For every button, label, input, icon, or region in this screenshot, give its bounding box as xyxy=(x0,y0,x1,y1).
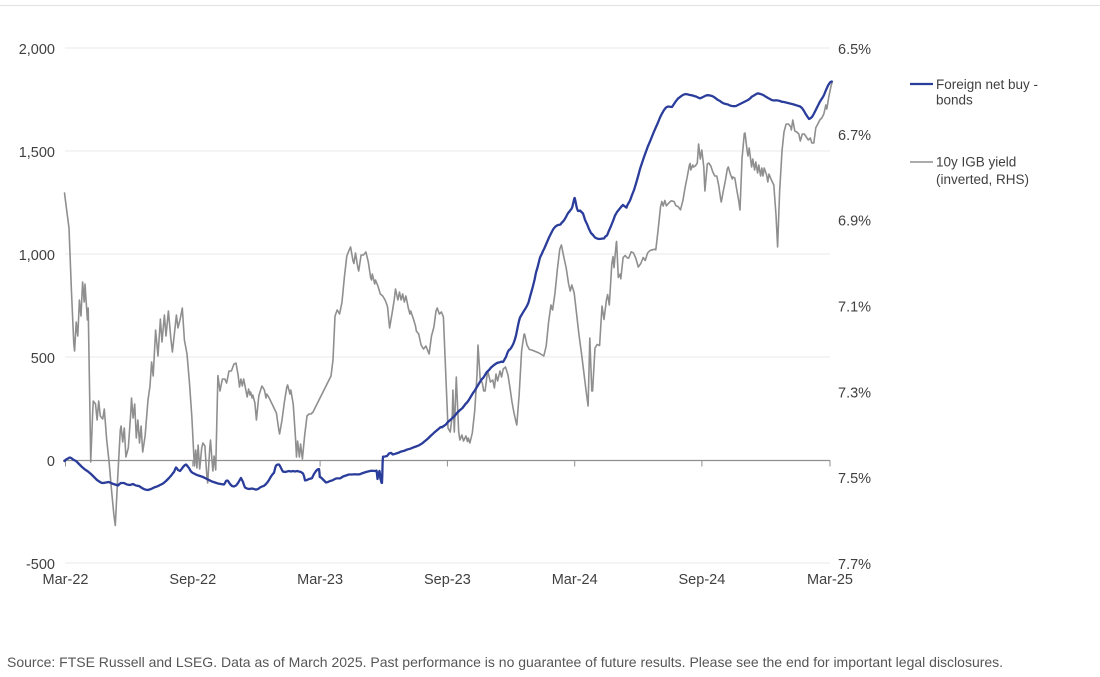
svg-text:10y IGB yield: 10y IGB yield xyxy=(936,155,1016,170)
svg-text:Sep-23: Sep-23 xyxy=(424,572,471,588)
svg-text:0: 0 xyxy=(47,454,55,470)
svg-text:7.7%: 7.7% xyxy=(838,557,871,573)
svg-text:7.5%: 7.5% xyxy=(838,471,871,487)
svg-text:Mar-25: Mar-25 xyxy=(807,572,853,588)
svg-text:7.3%: 7.3% xyxy=(838,385,871,401)
svg-text:Mar-24: Mar-24 xyxy=(552,572,598,588)
svg-text:7.1%: 7.1% xyxy=(838,300,871,316)
svg-text:6.5%: 6.5% xyxy=(838,42,871,58)
svg-text:500: 500 xyxy=(31,351,55,367)
svg-text:bonds: bonds xyxy=(936,93,973,108)
svg-text:Source: FTSE Russell and LSEG.: Source: FTSE Russell and LSEG. Data as o… xyxy=(7,654,1003,670)
svg-text:6.7%: 6.7% xyxy=(838,128,871,144)
svg-text:Mar-23: Mar-23 xyxy=(297,572,343,588)
svg-text:-500: -500 xyxy=(26,557,55,573)
svg-text:Sep-24: Sep-24 xyxy=(679,572,726,588)
svg-text:2,000: 2,000 xyxy=(19,42,55,58)
svg-text:Mar-22: Mar-22 xyxy=(43,572,89,588)
svg-text:1,000: 1,000 xyxy=(19,248,55,264)
svg-text:6.9%: 6.9% xyxy=(838,214,871,230)
svg-text:Sep-22: Sep-22 xyxy=(169,572,216,588)
svg-text:Foreign net buy -: Foreign net buy - xyxy=(936,77,1038,92)
svg-text:1,500: 1,500 xyxy=(19,145,55,161)
svg-text:(inverted, RHS): (inverted, RHS) xyxy=(936,172,1029,187)
